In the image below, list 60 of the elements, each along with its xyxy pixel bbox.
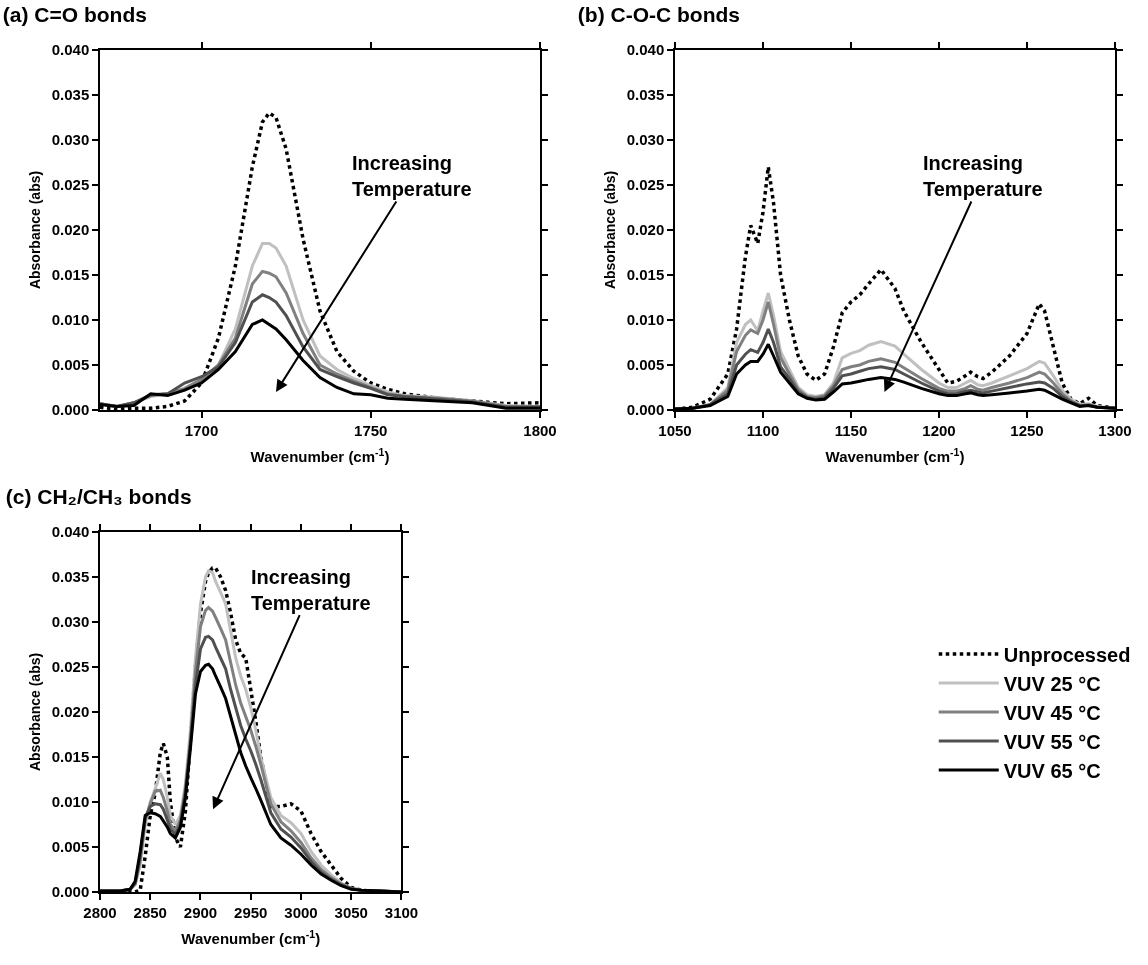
y-tick-label: 0.005 [51,838,90,856]
y-tick-label: 0.020 [626,221,665,239]
x-tick-label: 1100 [746,421,780,439]
y-tick-label: 0.000 [51,401,90,419]
y-tick-label: 0.035 [626,86,665,104]
y-tick-label: 0.000 [51,883,90,901]
y-tick-label: 0.035 [51,568,90,586]
y-axis-title: Absorbance (abs) [601,170,618,290]
legend-label: Unprocessed [1003,643,1131,666]
y-tick-label: 0.030 [51,613,90,631]
y-tick-label: 0.030 [51,131,90,149]
x-tick-label: 2800 [83,903,117,921]
y-tick-label: 0.040 [51,523,90,541]
annotation: Increasing Temperature [251,566,371,614]
x-tick-label: 1700 [184,421,219,439]
chart-title: (b) C-O-C bonds [577,2,740,26]
y-tick-label: 0.005 [626,356,665,374]
y-tick-label: 0.015 [626,266,665,284]
y-tick-label: 0.035 [51,86,90,104]
x-axis-title: Wavenumber (cm$^{-1}$) [250,445,390,466]
y-tick-label: 0.030 [626,131,665,149]
y-axis-title: Absorbance (abs) [26,170,43,290]
x-tick-label: 2950 [234,903,268,921]
x-tick-label: 1150 [834,421,868,439]
annotation: Increasing Temperature [352,152,472,200]
y-tick-label: 0.000 [626,401,665,419]
y-tick-label: 0.015 [51,266,90,284]
legend-label: VUV 25 °C [1003,672,1101,695]
x-tick-label: 1200 [922,421,956,439]
y-tick-label: 0.015 [51,748,90,766]
legend-label: VUV 55 °C [1003,730,1101,753]
y-tick-label: 0.020 [51,703,90,721]
y-tick-label: 0.025 [51,658,90,676]
legend-label: VUV 45 °C [1003,701,1101,724]
x-tick-label: 1250 [1010,421,1044,439]
x-tick-label: 1300 [1098,421,1132,439]
y-tick-label: 0.010 [51,311,90,329]
y-tick-label: 0.025 [51,176,90,194]
y-tick-label: 0.010 [626,311,665,329]
x-tick-label: 2900 [183,903,218,921]
x-tick-label: 1800 [523,421,557,439]
chart-title: (c) CH₂/CH₃ bonds [5,484,192,508]
y-tick-label: 0.025 [626,176,665,194]
chart-title: (a) C=O bonds [2,2,147,26]
x-tick-label: 2850 [133,903,167,921]
x-tick-label: 1750 [354,421,388,439]
y-tick-label: 0.040 [626,41,665,59]
x-tick-label: 3000 [284,903,318,921]
legend-label: VUV 65 °C [1003,759,1101,782]
y-tick-label: 0.005 [51,356,90,374]
x-axis-title: Wavenumber (cm$^{-1}$) [825,445,965,466]
y-tick-label: 0.040 [51,41,90,59]
y-tick-label: 0.010 [51,793,90,811]
x-tick-label: 3050 [334,903,368,921]
y-tick-label: 0.020 [51,221,90,239]
x-tick-label: 1050 [658,421,692,439]
x-tick-label: 3100 [384,903,419,921]
annotation: Increasing Temperature [923,152,1043,200]
y-axis-title: Absorbance (abs) [26,652,43,772]
x-axis-title: Wavenumber (cm$^{-1}$) [181,927,321,948]
